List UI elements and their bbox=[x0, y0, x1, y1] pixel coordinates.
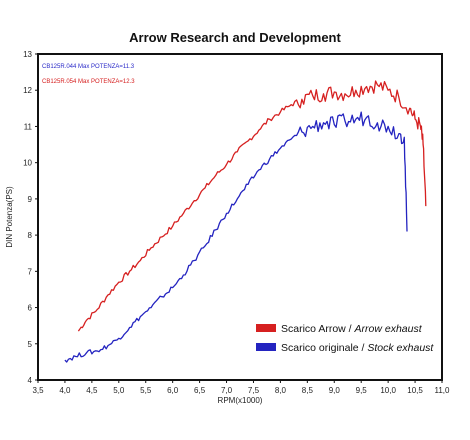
legend-swatch bbox=[256, 343, 276, 351]
x-tick-label: 4,5 bbox=[86, 386, 98, 395]
series-line bbox=[64, 111, 408, 363]
max-power-note: CB125R.054 Max POTENZA=12.3 bbox=[42, 79, 135, 85]
x-tick-label: 11,0 bbox=[435, 386, 451, 395]
y-tick-label: 4 bbox=[28, 376, 33, 385]
x-tick-label: 8,5 bbox=[302, 386, 314, 395]
series-lines bbox=[64, 80, 427, 363]
y-tick-label: 7 bbox=[28, 267, 33, 276]
legend-swatch bbox=[256, 324, 276, 332]
x-tick-label: 6,0 bbox=[167, 386, 179, 395]
x-tick-label: 5,5 bbox=[140, 386, 152, 395]
legend-entry: Scarico Arrow / Arrow exhaust bbox=[281, 323, 423, 335]
max-power-note: CB125R.044 Max POTENZA=11.3 bbox=[42, 64, 135, 70]
y-axis-label: DIN Potenza(PS) bbox=[5, 186, 14, 248]
y-tick-label: 8 bbox=[28, 231, 33, 240]
series-line bbox=[77, 80, 427, 332]
y-tick-label: 6 bbox=[28, 304, 33, 313]
x-tick-label: 5,0 bbox=[113, 386, 125, 395]
y-tick-label: 5 bbox=[28, 340, 33, 349]
x-tick-label: 10,5 bbox=[407, 386, 423, 395]
y-tick-label: 9 bbox=[28, 195, 33, 204]
x-tick-label: 4,0 bbox=[59, 386, 71, 395]
x-tick-label: 3,5 bbox=[32, 386, 44, 395]
x-tick-label: 9,5 bbox=[356, 386, 368, 395]
x-tick-label: 6,5 bbox=[194, 386, 206, 395]
y-tick-label: 10 bbox=[23, 159, 32, 168]
x-axis-ticks: 3,5 4,0 4,5 5,0 5,5 6,0 6,5 7,0 7,5 8,0 8,5 9,0 9,5 1… bbox=[32, 380, 450, 395]
y-axis-ticks: 4 5 6 7 8 9 10 11 12 13 bbox=[23, 50, 38, 385]
chart-title: Arrow Research and Development bbox=[129, 30, 341, 45]
legend: Scarico Arrow / Arrow exhaust Scarico ori… bbox=[256, 323, 434, 354]
y-tick-label: 11 bbox=[24, 122, 33, 131]
legend-entry: Scarico originale / Stock exhaust bbox=[281, 342, 434, 354]
x-tick-label: 10,0 bbox=[380, 386, 396, 395]
x-axis-label: RPM(x1000) bbox=[218, 396, 263, 405]
plot-frame bbox=[37, 53, 443, 381]
x-tick-label: 9,0 bbox=[329, 386, 341, 395]
x-tick-label: 7,5 bbox=[248, 386, 260, 395]
x-tick-label: 7,0 bbox=[221, 386, 233, 395]
y-tick-label: 12 bbox=[23, 86, 32, 95]
max-power-notes: CB125R.044 Max POTENZA=11.3 CB125R.054 Ma… bbox=[42, 64, 135, 85]
y-tick-label: 13 bbox=[23, 50, 32, 59]
x-tick-label: 8,0 bbox=[275, 386, 287, 395]
